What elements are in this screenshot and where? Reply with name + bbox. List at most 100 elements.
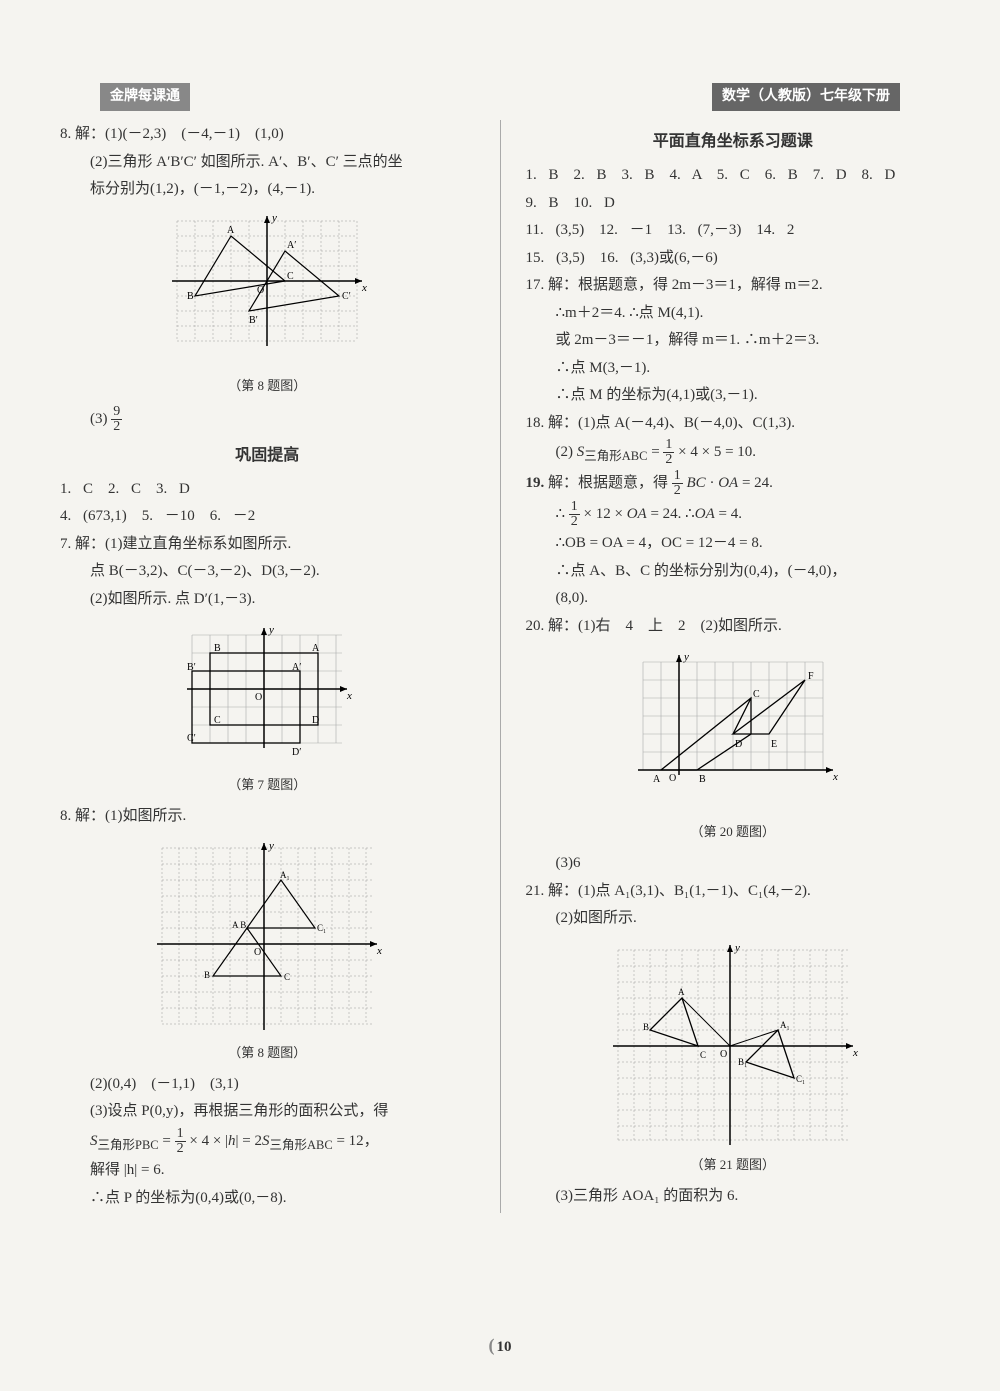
q18-1: 18. 解：(1)点 A(－4,4)、B(－4,0)、C(1,3). xyxy=(526,411,941,437)
svg-text:A₁: A₁ xyxy=(780,1020,790,1030)
q17-1: 17. 解：根据题意，得 2m－3＝1，解得 m＝2. xyxy=(526,273,941,299)
figure-8b: x y O A₁ A B₁C₁ BC （第 8 题图） xyxy=(60,838,475,1064)
svg-text:B: B xyxy=(643,1022,649,1032)
q8-3: (3) 92 xyxy=(90,405,475,434)
svg-text:C: C xyxy=(214,715,221,726)
q17-4: ∴点 M(3,－1). xyxy=(556,356,941,382)
fig21-caption: （第 21 题图） xyxy=(690,1154,775,1176)
svg-text:C: C xyxy=(700,1050,706,1060)
right-title: 平面直角坐标系习题课 xyxy=(526,128,941,155)
grid-chart-8b: x y O A₁ A B₁C₁ BC xyxy=(152,838,382,1038)
svg-text:O: O xyxy=(669,773,676,784)
figure-21: x y O ABC A₁B₁C₁ （第 21 题图） xyxy=(526,940,941,1176)
svg-text:C₁: C₁ xyxy=(796,1074,805,1084)
column-divider xyxy=(500,120,501,1213)
svg-text:y: y xyxy=(734,942,740,954)
fig20-caption: （第 20 题图） xyxy=(690,821,775,843)
q21-1: 21. 解：(1)点 A₁(3,1)、B₁(1,－1)、C₁(4,－2). xyxy=(526,879,941,905)
q8b-1: 8. 解：(1)如图所示. xyxy=(60,804,475,830)
svg-text:E: E xyxy=(771,739,777,750)
figure-20: x y O AB CD EF （第 20 题图） xyxy=(526,647,941,843)
svg-text:B: B xyxy=(187,291,194,302)
svg-text:x: x xyxy=(346,690,352,702)
q20-1: 20. 解：(1)右 4 上 2 (2)如图所示. xyxy=(526,614,941,640)
q21-2: (2)如图所示. xyxy=(556,906,941,932)
q8-1: 8. 解：(1)(－2,3) (－4,－1) (1,0) xyxy=(60,122,475,148)
q20-3: (3)6 xyxy=(556,851,941,877)
q19-5: (8,0). xyxy=(556,586,941,612)
content: 8. 解：(1)(－2,3) (－4,－1) (1,0) (2)三角形 A′B′… xyxy=(60,120,940,1213)
svg-text:C₁: C₁ xyxy=(317,923,326,933)
r-ans2: 9. B 10. D xyxy=(526,191,941,217)
svg-text:F: F xyxy=(808,671,814,682)
page-number: 10 xyxy=(489,1330,512,1361)
r-ans3: 11. (3,5) 12. －1 13. (7,－3) 14. 2 xyxy=(526,218,941,244)
figure-8-top: x y O A A′ B B′ C C′ （第 8 题图） xyxy=(60,211,475,397)
svg-text:B₁: B₁ xyxy=(738,1057,747,1067)
svg-text:B: B xyxy=(204,970,210,980)
q21-3: (3)三角形 AOA₁ 的面积为 6. xyxy=(556,1184,941,1210)
r-ans1: 1. B 2. B 3. B 4. A 5. C 6. B 7. D 8. D xyxy=(526,163,941,189)
svg-text:x: x xyxy=(361,282,367,294)
svg-text:D: D xyxy=(735,739,742,750)
svg-text:B: B xyxy=(699,774,706,785)
grid-chart-8a: x y O A A′ B B′ C C′ xyxy=(167,211,367,371)
svg-text:C′: C′ xyxy=(342,291,351,302)
svg-text:A B₁: A B₁ xyxy=(232,920,249,930)
section-title: 巩固提高 xyxy=(60,442,475,469)
q17-3: 或 2m－3＝－1，解得 m＝1. ∴m＋2＝3. xyxy=(556,328,941,354)
svg-text:O: O xyxy=(254,947,261,958)
fig8-caption: （第 8 题图） xyxy=(228,375,306,397)
svg-text:y: y xyxy=(268,840,274,852)
fig8b-caption: （第 8 题图） xyxy=(228,1042,306,1064)
svg-text:O: O xyxy=(255,692,262,703)
header-left: 金牌每课通 xyxy=(100,83,190,111)
svg-text:x: x xyxy=(376,945,382,957)
r-ans4: 15. (3,5) 16. (3,3)或(6,－6) xyxy=(526,246,941,272)
q7-2: (2)如图所示. 点 D′(1,－3). xyxy=(90,587,475,613)
grid-chart-21: x y O ABC A₁B₁C₁ xyxy=(608,940,858,1150)
q8b-3b: S三角形PBC = 12 × 4 × |h| = 2S三角形ABC = 12， xyxy=(90,1127,475,1156)
q18-2: (2) S三角形ABC = 12 × 4 × 5 = 10. xyxy=(556,438,941,467)
header-bar: 金牌每课通 数学（人教版）七年级下册 xyxy=(100,85,900,109)
svg-text:A′: A′ xyxy=(292,662,301,673)
grid-chart-20: x y O AB CD EF xyxy=(623,647,843,817)
fig7-caption: （第 7 题图） xyxy=(228,774,306,796)
svg-text:C: C xyxy=(287,271,294,282)
q8b-2: (2)(0,4) (－1,1) (3,1) xyxy=(90,1072,475,1098)
q8b-3d: ∴点 P 的坐标为(0,4)或(0,－8). xyxy=(90,1186,475,1212)
svg-text:A: A xyxy=(227,225,235,236)
left-column: 8. 解：(1)(－2,3) (－4,－1) (1,0) (2)三角形 A′B′… xyxy=(60,120,475,1213)
q8b-3c: 解得 |h| = 6. xyxy=(90,1158,475,1184)
svg-text:y: y xyxy=(271,212,277,224)
svg-text:y: y xyxy=(268,624,274,636)
svg-text:C′: C′ xyxy=(187,733,196,744)
svg-text:D: D xyxy=(312,715,319,726)
grid-chart-7: x y O B A B′ A′ C D C′ D′ xyxy=(177,620,357,770)
svg-text:A: A xyxy=(653,774,661,785)
q19-1: 19. 解：根据题意，得 12 BC · OA = 24. xyxy=(526,469,941,498)
ans-line2: 4. (673,1) 5. －10 6. －2 xyxy=(60,504,475,530)
svg-text:x: x xyxy=(832,771,838,783)
svg-text:C: C xyxy=(753,689,760,700)
svg-text:B: B xyxy=(214,643,221,654)
svg-text:A: A xyxy=(312,643,320,654)
q8-2a: (2)三角形 A′B′C′ 如图所示. A′、B′、C′ 三点的坐 xyxy=(90,150,475,176)
svg-text:D′: D′ xyxy=(292,747,301,758)
q19-4: ∴点 A、B、C 的坐标分别为(0,4)，(－4,0)， xyxy=(556,559,941,585)
header-right: 数学（人教版）七年级下册 xyxy=(712,83,900,111)
svg-text:x: x xyxy=(852,1047,858,1059)
q8-2b: 标分别为(1,2)，(－1,－2)，(4,－1). xyxy=(90,177,475,203)
svg-text:B′: B′ xyxy=(249,315,258,326)
ans-line1: 1. C 2. C 3. D xyxy=(60,477,475,503)
svg-text:A₁: A₁ xyxy=(280,870,290,880)
svg-text:B′: B′ xyxy=(187,662,196,673)
q8b-3a: (3)设点 P(0,y)，再根据三角形的面积公式，得 xyxy=(90,1099,475,1125)
svg-text:A: A xyxy=(678,987,685,997)
figure-7: x y O B A B′ A′ C D C′ D′ （第 7 题图） xyxy=(60,620,475,796)
right-column: 平面直角坐标系习题课 1. B 2. B 3. B 4. A 5. C 6. B… xyxy=(526,120,941,1213)
svg-text:O: O xyxy=(257,285,264,296)
q7-1b: 点 B(－3,2)、C(－3,－2)、D(3,－2). xyxy=(90,559,475,585)
svg-text:A′: A′ xyxy=(287,240,296,251)
q17-2: ∴m＋2＝4. ∴点 M(4,1). xyxy=(556,301,941,327)
